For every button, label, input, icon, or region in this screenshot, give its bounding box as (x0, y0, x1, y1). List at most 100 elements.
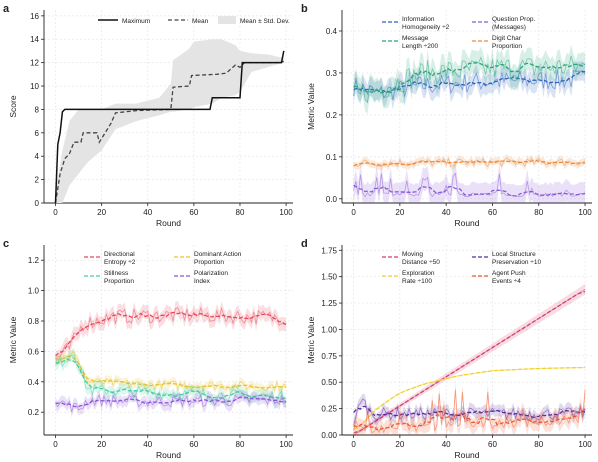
series-band-3 (353, 381, 586, 435)
x-tick-label: 0 (53, 208, 58, 217)
legend-label-0-line1: Directional (104, 251, 135, 258)
y-tick-label: 4 (35, 152, 40, 161)
legend-label-2-line2: Length ÷200 (402, 43, 438, 50)
series-mean-line-3 (353, 408, 586, 431)
y-axis-label: Score (8, 95, 18, 117)
x-tick-label: 40 (143, 208, 152, 217)
y-axis-label: Metric Value (306, 316, 316, 363)
series-mean-line-1 (353, 405, 586, 419)
series-mean-line-2 (353, 366, 586, 430)
y-tick-label: 1.75 (321, 246, 337, 255)
series-band-1 (55, 348, 287, 395)
y-tick-label: 0.50 (321, 378, 337, 387)
legend-label-0-line2: Homogeneity ÷2 (402, 24, 450, 31)
series-mean-line-2 (55, 358, 287, 400)
legend-label-0-line1: Moving (402, 251, 423, 258)
series-band-1 (353, 162, 586, 203)
x-tick-label: 60 (189, 440, 198, 449)
legend-label-2-line1: Exploration (402, 270, 435, 277)
legend-label-1-line1: Local Structure (492, 251, 536, 258)
legend-label-3-line1: Agent Push (492, 270, 526, 277)
y-tick-label: 12 (30, 59, 39, 68)
y-tick-label: 1.00 (321, 325, 337, 334)
y-tick-label: 1.2 (28, 256, 40, 265)
x-tick-label: 60 (189, 208, 198, 217)
panel-label: b (301, 3, 308, 15)
x-tick-label: 100 (578, 208, 592, 217)
legend-label-3-line2: Proportion (492, 43, 522, 50)
legend-label-maximum: Maximum (122, 18, 150, 25)
series-mean-line-2 (353, 62, 586, 94)
panel-label: a (3, 3, 10, 15)
x-tick-label: 20 (395, 440, 404, 449)
y-tick-label: 1.0 (28, 287, 40, 296)
panel-label: c (3, 238, 9, 250)
legend-label-2-line2: Proportion (104, 278, 134, 285)
x-tick-label: 20 (97, 440, 106, 449)
y-tick-label: 0.6 (28, 347, 40, 356)
x-tick-label: 40 (143, 440, 152, 449)
x-axis-label: Round (156, 218, 181, 228)
legend-label-0-line1: Information (402, 16, 435, 23)
series-mean-line-0 (353, 70, 586, 93)
series-band-2 (353, 44, 586, 114)
series-mean-line (54, 60, 284, 204)
series-raw-line-1 (55, 351, 287, 392)
series-band-0 (353, 284, 586, 435)
x-tick-label: 20 (395, 208, 404, 217)
x-tick-label: 40 (442, 208, 451, 217)
y-tick-label: 0.75 (321, 352, 337, 361)
y-axis-label: Metric Value (8, 316, 18, 363)
panel-c: 0 20 40 60 80 100 0.2 0.4 0.6 0.8 1.0 1.2 Round Metri… (3, 238, 293, 460)
x-tick-label: 100 (578, 440, 592, 449)
y-tick-label: 0.2 (326, 111, 338, 120)
legend-swatch-std (218, 16, 236, 24)
x-axis-label: Round (156, 450, 181, 460)
legend-label-mean: Mean (192, 18, 209, 25)
y-tick-label: 0 (35, 199, 40, 208)
legend-label-0-line2: Entropy ÷2 (104, 259, 136, 266)
series-mean-line-0 (55, 311, 287, 357)
y-tick-label: 0.25 (321, 405, 337, 414)
panel-b: 0 20 40 60 80 100 0.0 0.1 0.2 0.3 0.4 Round Metric V… (301, 3, 592, 228)
y-tick-label: 2 (35, 176, 40, 185)
legend-label-std: Mean ± Std. Dev. (240, 18, 290, 25)
legend-label-2-line1: Stillness (104, 270, 129, 277)
y-tick-label: 0.4 (28, 378, 40, 387)
series-raw-line-3 (353, 157, 586, 168)
series-raw-line-2 (353, 55, 586, 104)
series-raw-line-3 (55, 393, 287, 413)
y-tick-label: 6 (35, 129, 40, 138)
legend-label-1-line2: (Messages) (492, 24, 526, 31)
x-tick-label: 20 (97, 208, 106, 217)
x-axis-label: Round (454, 218, 479, 228)
y-tick-label: 0.00 (321, 431, 337, 440)
series-raw-line-0 (353, 69, 586, 101)
series-mean-line-3 (55, 396, 287, 408)
y-tick-label: 0.1 (326, 153, 338, 162)
legend-label-3-line1: Polarization (194, 270, 228, 277)
legend-label-1-line2: Preservation ÷10 (492, 259, 541, 266)
legend-label-0-line2: Distance ÷50 (402, 259, 440, 266)
y-tick-label: 0.3 (326, 69, 338, 78)
y-tick-label: 0.4 (326, 27, 338, 36)
y-tick-label: 10 (30, 82, 39, 91)
x-tick-label: 100 (279, 440, 293, 449)
series-mean-line-3 (353, 159, 586, 167)
y-tick-label: 0.2 (28, 408, 40, 417)
x-tick-label: 0 (351, 440, 356, 449)
series-mean-line-1 (55, 355, 287, 389)
x-tick-label: 60 (488, 208, 497, 217)
legend-label-3-line2: Index (194, 278, 211, 285)
x-tick-label: 60 (488, 440, 497, 449)
y-tick-label: 0.0 (326, 195, 338, 204)
legend-label-1-line2: Proportion (194, 259, 224, 266)
y-tick-label: 1.25 (321, 299, 337, 308)
y-tick-label: 16 (30, 12, 39, 21)
x-tick-label: 0 (53, 440, 58, 449)
legend-label-3-line1: Digit Char (492, 35, 522, 42)
